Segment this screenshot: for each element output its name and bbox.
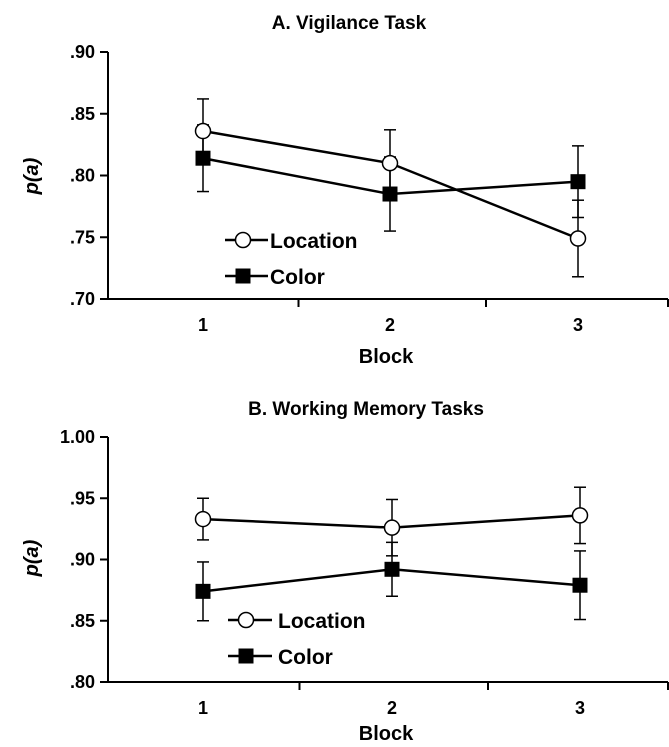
data-point-color xyxy=(195,583,211,599)
x-tick-label: 2 xyxy=(387,698,397,718)
y-tick-label: .75 xyxy=(70,227,95,247)
legend-label: Location xyxy=(278,610,366,633)
x-tick-label: 1 xyxy=(198,315,208,335)
data-point-location xyxy=(569,230,587,247)
data-point-location xyxy=(381,154,399,172)
x-tick-label: 3 xyxy=(573,315,583,335)
x-axis-label: Block xyxy=(359,723,414,745)
legend-marker-location xyxy=(234,231,252,249)
data-point-location xyxy=(383,519,401,536)
legend-label: Color xyxy=(278,646,333,669)
legend-marker-location xyxy=(237,611,255,629)
y-tick-label: .70 xyxy=(70,289,95,309)
y-tick-label: .95 xyxy=(70,488,95,508)
x-tick-label: 3 xyxy=(575,698,585,718)
y-tick-label: .80 xyxy=(70,672,95,692)
plot-marks xyxy=(194,98,587,278)
legend-label: Color xyxy=(270,266,325,289)
data-point-color xyxy=(570,174,586,190)
data-point-location xyxy=(194,122,212,140)
legend: Location Color xyxy=(225,230,358,289)
y-tick-label: .80 xyxy=(70,166,95,186)
y-tick-label: 1.00 xyxy=(60,427,95,447)
data-point-location xyxy=(571,507,589,524)
legend-label: Location xyxy=(270,230,358,253)
plot-marks xyxy=(194,486,589,622)
legend-marker-color xyxy=(238,648,254,664)
data-point-color xyxy=(572,577,588,593)
panel-a: A. Vigilance Task p(a) Block .70 .75 .80 .8… xyxy=(21,13,669,368)
y-tick-label: .85 xyxy=(70,611,95,631)
y-axis-label: p(a) xyxy=(21,157,43,195)
axes: .70 .75 .80 .85 .90 1 2 3 xyxy=(70,42,669,335)
legend-marker-color xyxy=(235,268,251,284)
x-axis-label: Block xyxy=(359,346,414,368)
x-tick-label: 2 xyxy=(385,315,395,335)
axes: .80 .85 .90 .95 1.00 1 2 3 xyxy=(60,427,669,718)
data-point-color xyxy=(384,561,400,577)
chart-title: B. Working Memory Tasks xyxy=(248,399,484,420)
chart-title: A. Vigilance Task xyxy=(272,13,427,34)
y-tick-label: .90 xyxy=(70,550,95,570)
legend: Location Color xyxy=(228,610,366,669)
y-tick-label: .85 xyxy=(70,104,95,124)
y-tick-label: .90 xyxy=(70,42,95,62)
data-point-color xyxy=(195,150,211,166)
y-axis-label: p(a) xyxy=(21,539,43,577)
panel-b: B. Working Memory Tasks p(a) Block .80.8… xyxy=(21,399,669,745)
data-point-color xyxy=(382,186,398,202)
data-point-location xyxy=(194,510,212,528)
x-tick-label: 1 xyxy=(198,698,208,718)
